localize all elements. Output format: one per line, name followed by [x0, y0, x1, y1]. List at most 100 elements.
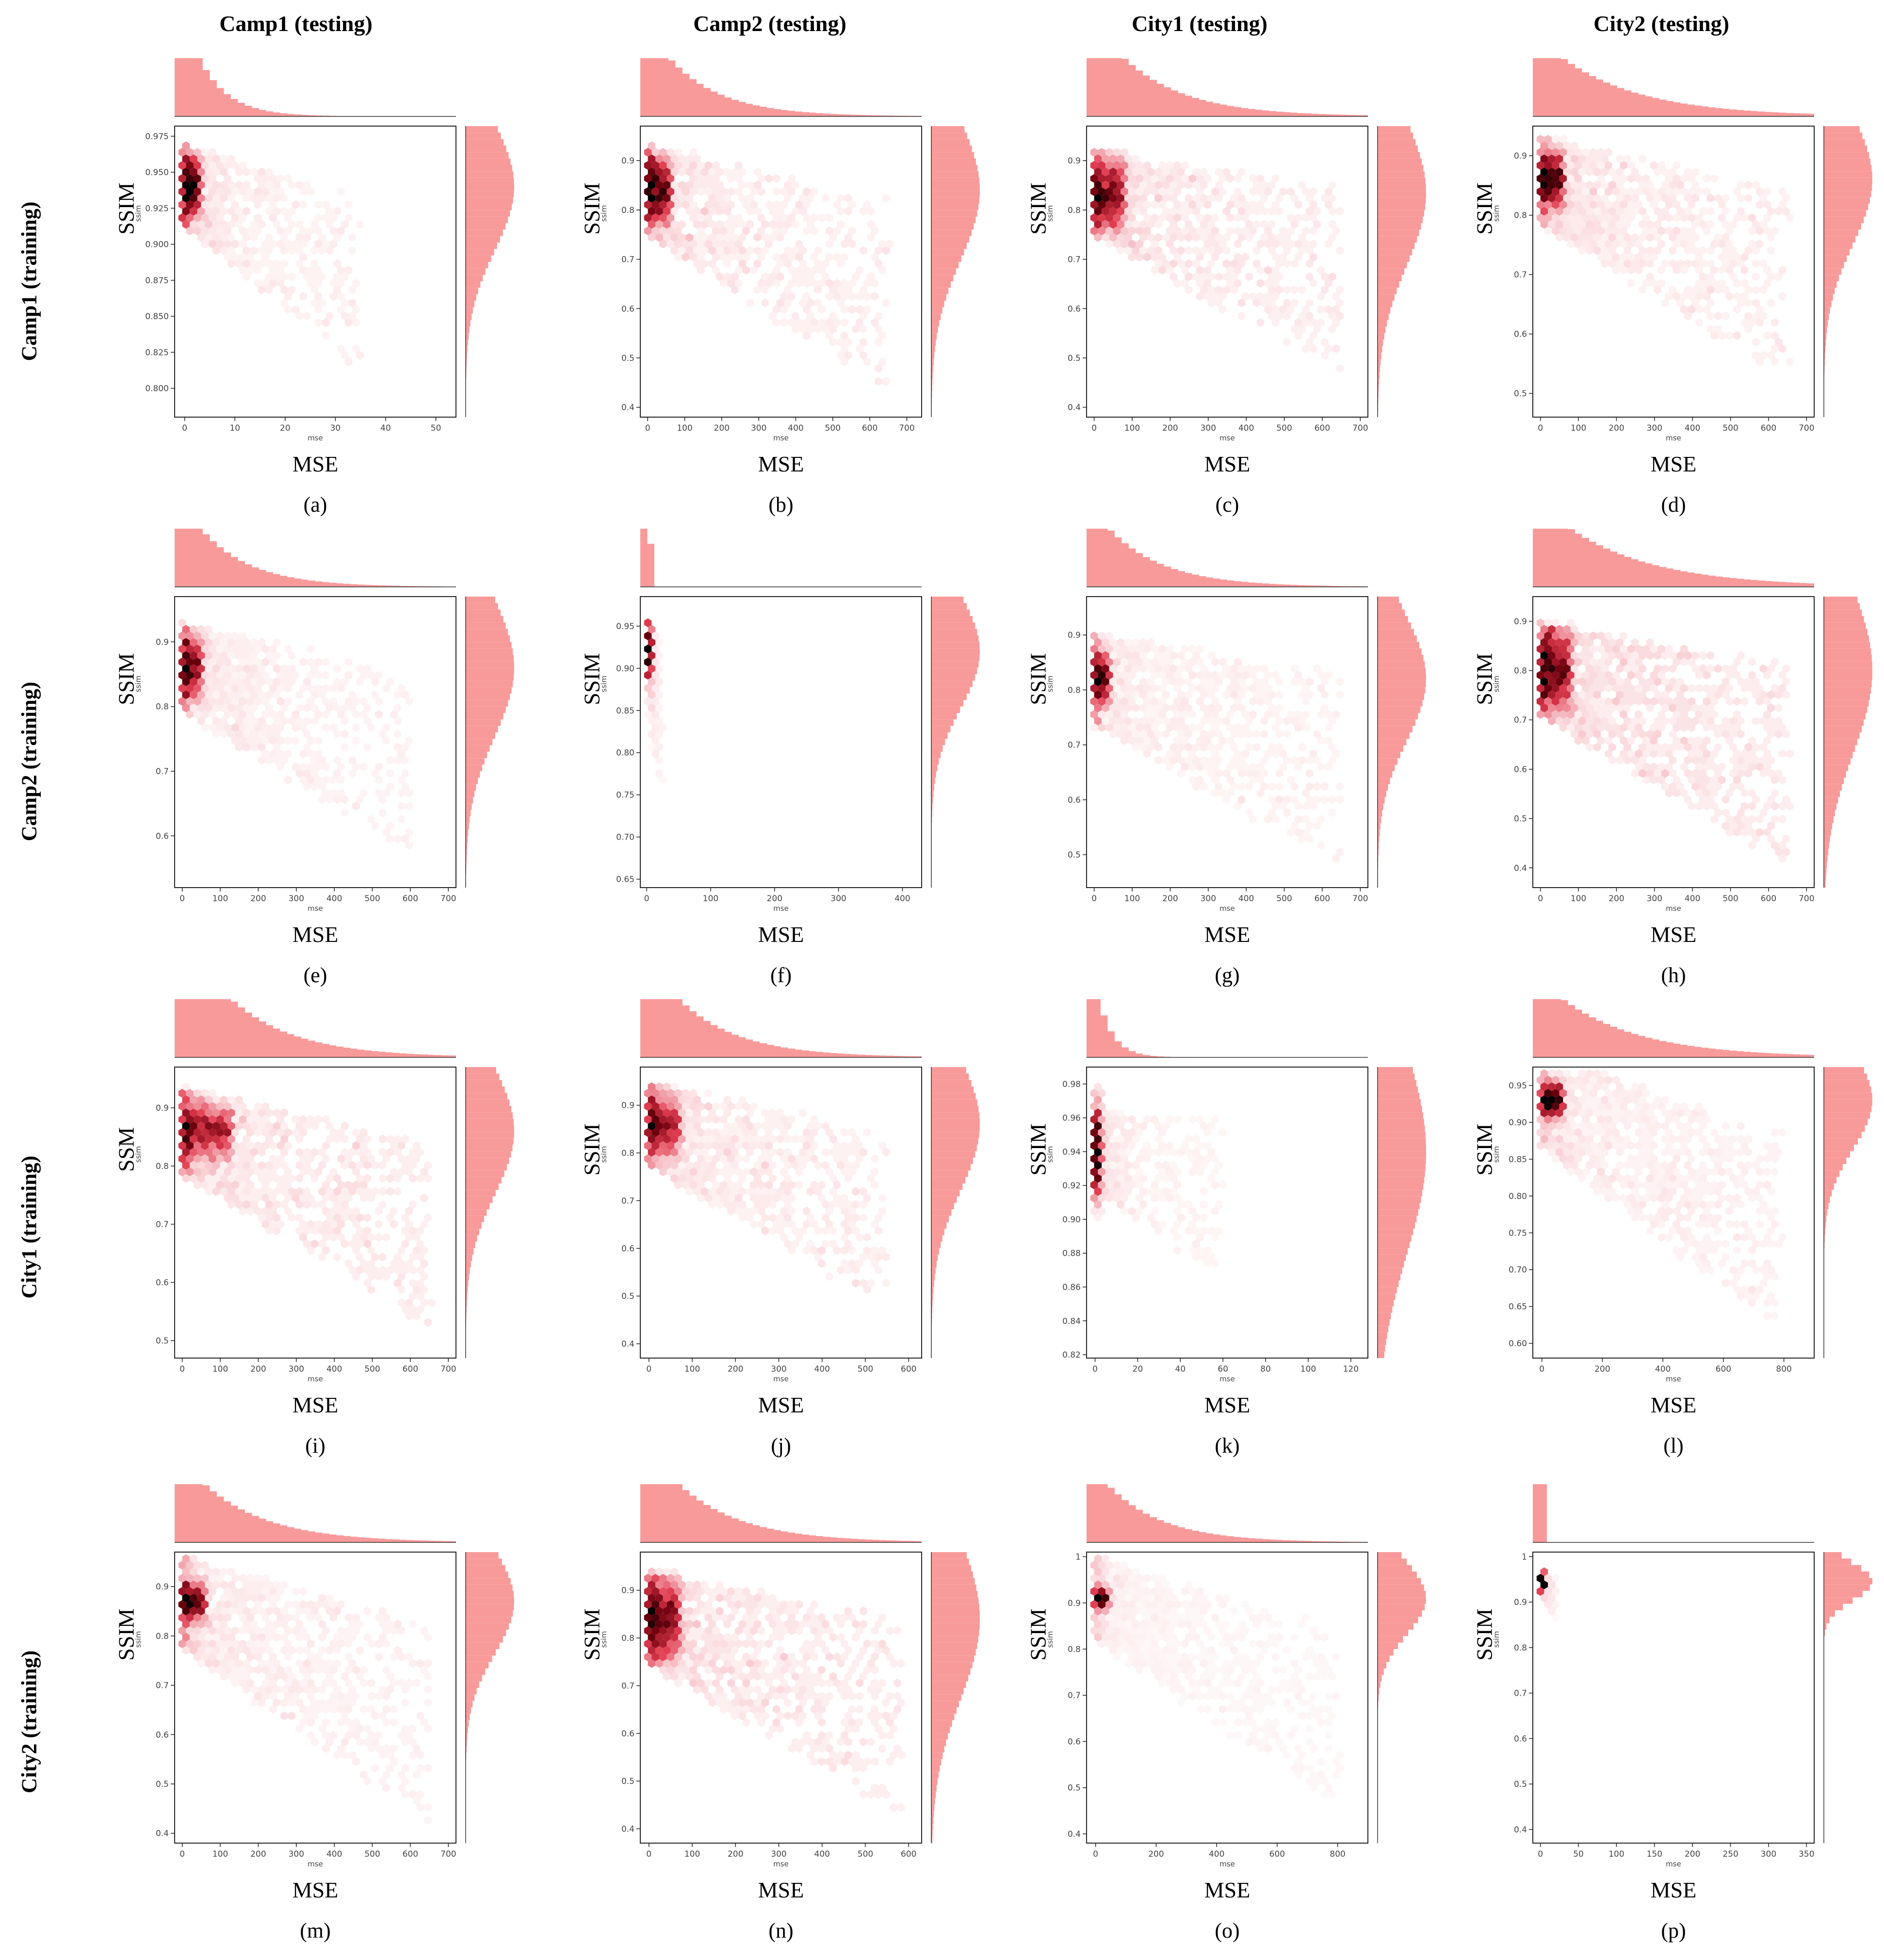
y-hist-bar [466, 849, 467, 856]
hex-bin [394, 716, 402, 726]
hex-bin [1654, 664, 1661, 673]
hex-bin [280, 1134, 288, 1144]
hex-bin [1136, 240, 1143, 248]
hex-bin [1207, 769, 1215, 778]
hex-bin [1624, 194, 1631, 203]
hex-bin [1559, 684, 1567, 693]
hex-bin [712, 1128, 720, 1137]
hex-bin [1536, 697, 1544, 706]
hex-bin [1771, 331, 1779, 340]
y-hist-bar [466, 758, 485, 765]
x-hist-bar [795, 1049, 802, 1057]
hex-bin [1676, 677, 1684, 686]
y-hist-bar [1378, 745, 1404, 752]
x-hist-bar [1631, 92, 1639, 116]
hex-bin [1139, 743, 1147, 752]
hex-bin [413, 1246, 421, 1255]
hex-bin [1328, 324, 1336, 334]
x-hist-bar [400, 585, 407, 587]
hex-bin [860, 1200, 867, 1209]
hex-bin [1090, 1102, 1098, 1111]
hex-bin [1124, 1187, 1132, 1196]
hex-bin [1574, 697, 1582, 706]
x-hist-bar [1596, 545, 1603, 587]
hex-bin [1706, 795, 1715, 804]
hex-bin [194, 174, 201, 183]
hex-bin [394, 1148, 402, 1157]
hex-bin [1192, 756, 1200, 765]
hex-bin [791, 311, 799, 321]
hex-bin [875, 338, 882, 347]
hex-bin [1162, 664, 1170, 673]
plot-frame [640, 126, 922, 418]
hex-bin [243, 716, 250, 726]
hex-bin [1132, 154, 1140, 163]
hex-bin [1748, 736, 1756, 745]
hex-bin [659, 240, 667, 248]
y-hist-bar [931, 1242, 941, 1248]
hex-bin [1173, 161, 1181, 170]
hex-bin [352, 279, 360, 288]
hex-bin [882, 1279, 890, 1288]
hex-bin [197, 1174, 205, 1183]
hex-bin [1241, 762, 1250, 771]
y-tick-label: 0.900 [145, 240, 169, 250]
hex-bin [829, 285, 837, 294]
hex-bin [734, 174, 743, 183]
y-hist-bar [931, 694, 967, 700]
hex-bin [1665, 697, 1673, 706]
hex-bin [806, 194, 814, 203]
hex-bin [772, 266, 780, 275]
hex-bin [397, 1285, 406, 1294]
hex-bin [1298, 743, 1306, 752]
y-hist-bar [1824, 855, 1828, 862]
hex-bin [734, 1167, 743, 1176]
hex-bin [1574, 161, 1582, 170]
hex-bin [1317, 266, 1325, 275]
hex-bin [1200, 729, 1208, 739]
x-hist-bar [1262, 110, 1269, 116]
y-hist-bar [931, 178, 980, 184]
x-hist-bar [1318, 114, 1326, 116]
hex-bin [712, 253, 720, 261]
hex-bin [390, 1141, 398, 1150]
x-hist-bar [886, 115, 893, 116]
y-hist-bar [1378, 622, 1412, 629]
y-marginal-histogram [465, 1067, 514, 1358]
hex-bin [1207, 246, 1215, 255]
hex-bin [863, 305, 871, 314]
hex-bin [394, 1174, 402, 1183]
hex-bin [1336, 677, 1344, 686]
hex-bin [1669, 194, 1677, 203]
hex-bin [1188, 749, 1196, 758]
y-hist-bar [1378, 243, 1415, 249]
hex-bin [1169, 664, 1178, 673]
y-hist-bar [466, 307, 473, 314]
y-hist-bar [1824, 622, 1866, 629]
hex-bin [1567, 240, 1575, 248]
hex-bin [227, 1200, 235, 1209]
hex-bin [1309, 187, 1317, 196]
x-hist-bar [879, 115, 887, 116]
hex-bin [731, 272, 739, 281]
hex-bin [1733, 331, 1741, 340]
hex-bin [825, 279, 833, 288]
y-tick-label: 0.950 [145, 168, 169, 178]
hex-bin [1113, 1141, 1121, 1150]
hex-bin [655, 716, 663, 726]
hex-bin [1271, 266, 1280, 275]
hex-bin [375, 671, 383, 680]
hex-bin [818, 1181, 826, 1189]
hex-bin [220, 638, 228, 647]
hex-bin [276, 723, 284, 732]
hex-bin [648, 1161, 656, 1170]
hex-bin [1154, 1174, 1162, 1183]
hex-bin [1601, 651, 1608, 660]
hex-bin [1105, 227, 1113, 235]
hex-bin [261, 736, 269, 745]
hex-bin [878, 1141, 886, 1150]
hex-bin [246, 1154, 254, 1163]
hex-bin [397, 815, 406, 824]
hex-bin [205, 1121, 212, 1131]
hex-bin [1185, 664, 1193, 673]
